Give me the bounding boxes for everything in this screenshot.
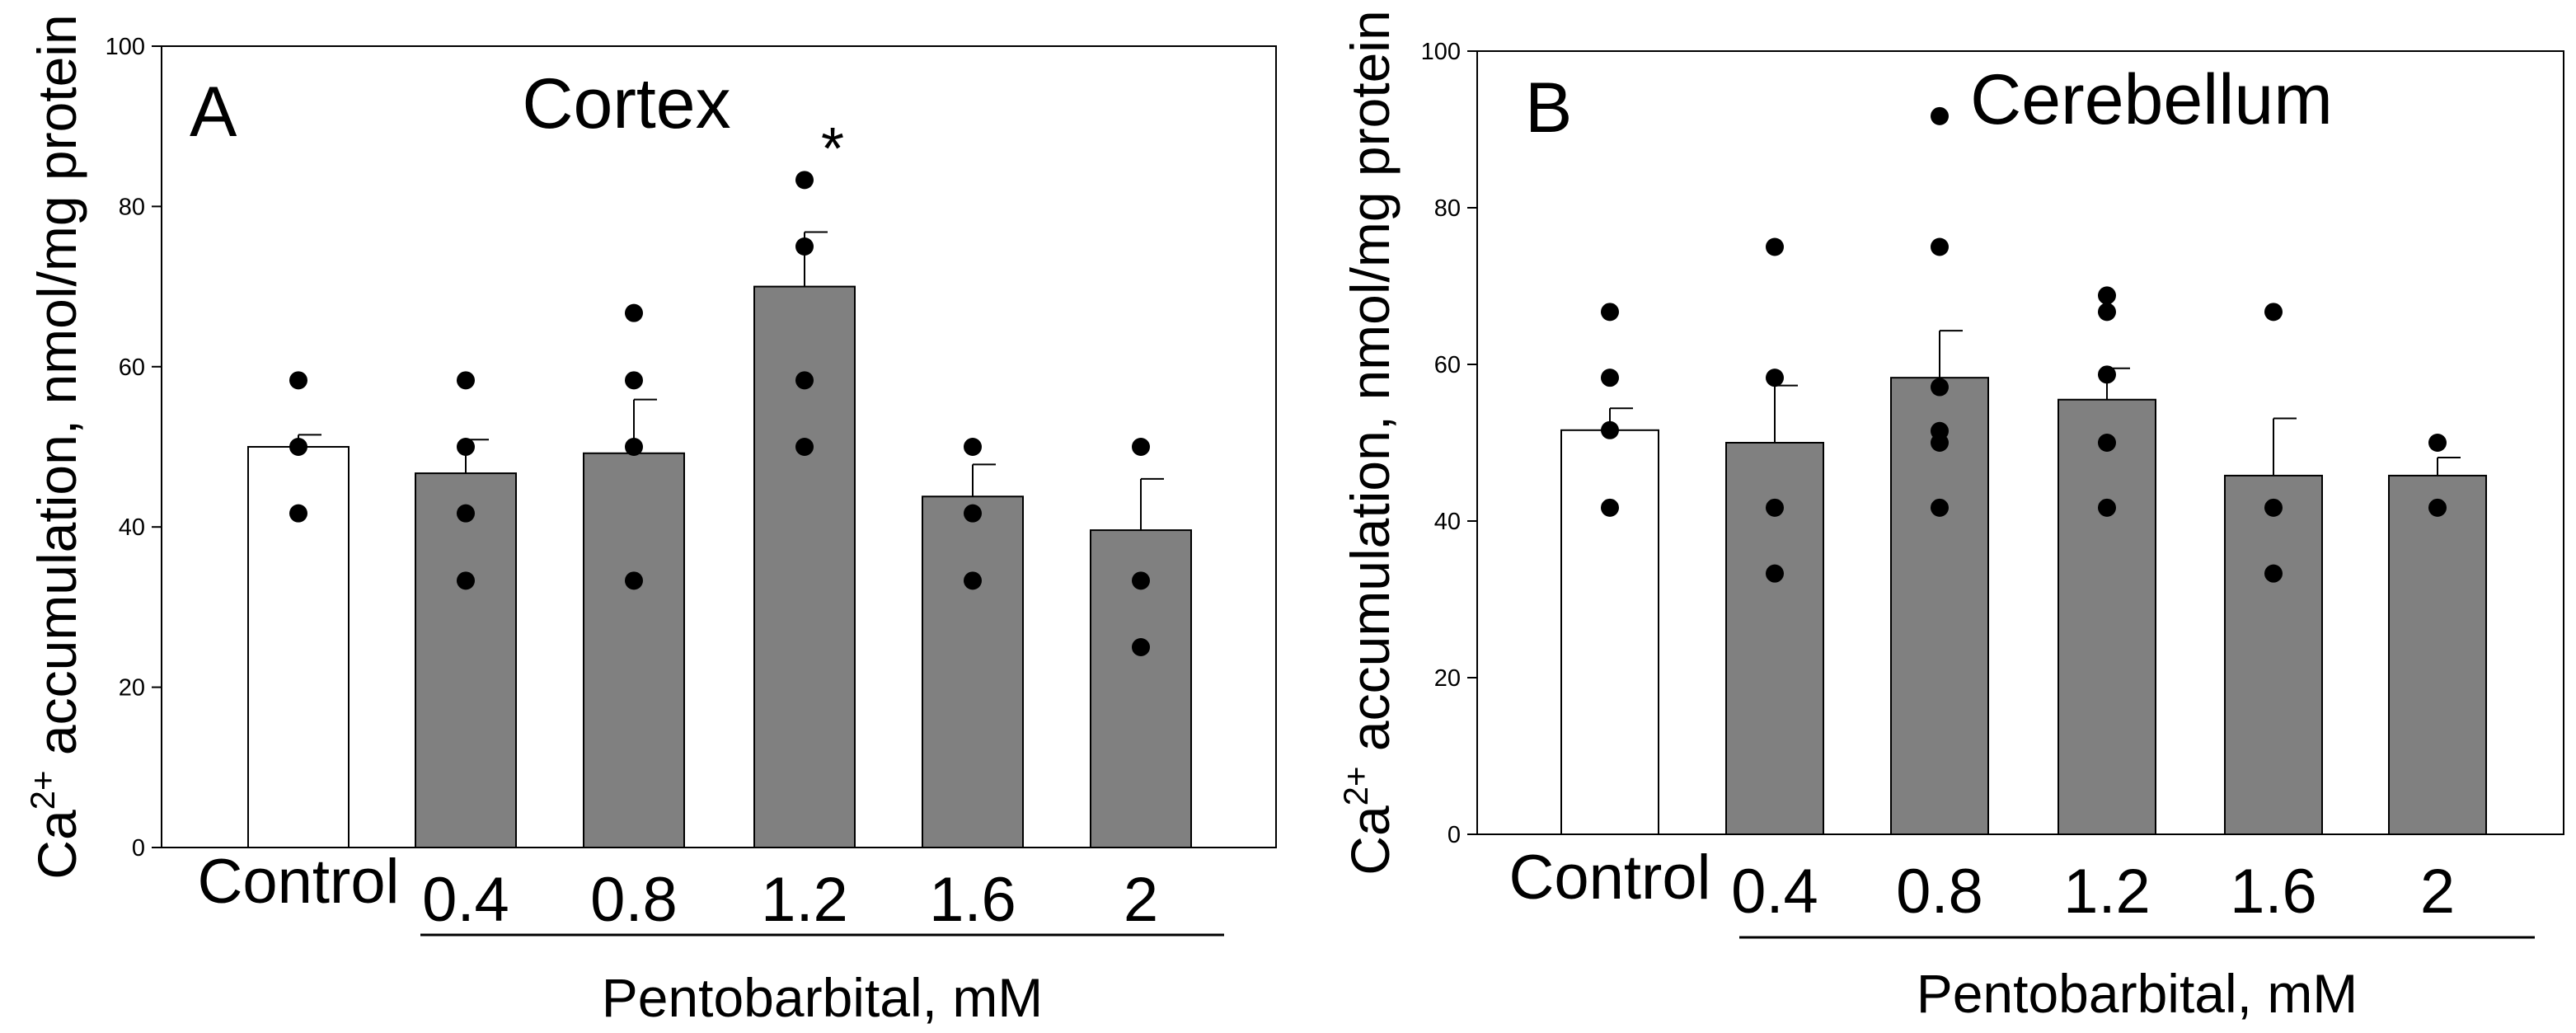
panel-b-data-point xyxy=(2428,434,2447,452)
panel-b-y-axis-title: Ca2+ accumulation, nmol/mg protein xyxy=(1336,10,1401,875)
panel-b-ytick-label: 0 xyxy=(1448,822,1461,848)
panel-b-data-point xyxy=(1766,237,1784,256)
panel-b-bar xyxy=(2224,474,2323,836)
panel-a-y-axis-title-sup: 2+ xyxy=(23,770,62,810)
panel-a-data-point xyxy=(625,438,643,456)
panel-a-ytick-label: 80 xyxy=(119,194,145,220)
panel-b-data-point xyxy=(1766,498,1784,517)
panel-a-y-axis-title-prefix: Ca xyxy=(26,810,87,880)
panel-a-data-point xyxy=(625,371,643,390)
panel-a-bar xyxy=(247,446,350,848)
panel-b-data-point xyxy=(2098,365,2116,384)
panel-b-data-point xyxy=(2098,303,2116,322)
panel-b-bar xyxy=(2388,474,2487,836)
panel-b-data-point xyxy=(2428,498,2447,517)
panel-b-plot-frame xyxy=(1476,50,2564,835)
panel-a-data-point xyxy=(795,438,814,456)
panel-a-bar xyxy=(583,452,685,848)
panel-a-data-point xyxy=(289,504,307,523)
panel-b-category-label: Control xyxy=(1509,843,1711,913)
panel-a-ytick-label: 0 xyxy=(132,835,145,862)
panel-a-data-point xyxy=(1132,638,1150,656)
panel-b-ytick-label: 80 xyxy=(1434,195,1461,222)
panel-b-category-label: 1.6 xyxy=(2230,857,2317,927)
panel-a-category-label: 2 xyxy=(1124,865,1158,935)
panel-a-category-label: 0.8 xyxy=(590,865,678,935)
panel-a-data-point xyxy=(795,237,814,256)
panel-a-y-axis-title-suffix: accumulation, nmol/mg protein xyxy=(26,14,87,770)
panel-a-data-point xyxy=(795,371,814,390)
panel-b-category-label: 0.4 xyxy=(1731,857,1818,927)
panel-b-data-point xyxy=(2264,498,2283,517)
panel-a-category-label: 1.2 xyxy=(761,865,848,935)
panel-a-bar xyxy=(415,472,517,848)
panel-a-plot-frame xyxy=(161,45,1277,848)
panel-a-category-label: 0.4 xyxy=(422,865,509,935)
panel-a-category-label: Control xyxy=(198,847,400,917)
panel-b-category-label: 2 xyxy=(2420,857,2455,927)
panel-a-data-point xyxy=(964,438,982,456)
panel-b-data-point xyxy=(2264,564,2283,583)
panel-b-ytick-label: 100 xyxy=(1421,39,1461,65)
panel-a-data-point xyxy=(457,571,475,590)
panel-b-data-point xyxy=(1601,420,1619,439)
panel-a-data-point xyxy=(964,504,982,523)
panel-a-data-point xyxy=(625,571,643,590)
panel-b-ytick-label: 20 xyxy=(1434,665,1461,692)
panel-b-group-label: Pentobarbital, mM xyxy=(1917,963,2358,1024)
panel-a-group-label: Pentobarbital, mM xyxy=(602,967,1044,1028)
panel-a-data-point xyxy=(964,571,982,590)
panel-a-ytick-label: 60 xyxy=(119,355,145,381)
panel-b-ytick-label: 40 xyxy=(1434,509,1461,535)
panel-b-data-point xyxy=(1931,434,1949,452)
panel-a-category-label: 1.6 xyxy=(929,865,1016,935)
panel-b-category-label: 0.8 xyxy=(1896,857,1983,927)
panel-a-significance-marker: * xyxy=(821,116,844,182)
panel-a-data-point xyxy=(289,438,307,456)
panel-b-bar xyxy=(1890,377,1989,835)
panel-b-data-point xyxy=(1601,303,1619,322)
panel-a-ytick-label: 40 xyxy=(119,514,145,541)
panel-a-ytick-label: 20 xyxy=(119,675,145,702)
panel-a-y-axis-title: Ca2+ accumulation, nmol/mg protein xyxy=(23,14,87,879)
panel-a-data-point xyxy=(1132,438,1150,456)
panel-a-data-point xyxy=(457,371,475,390)
panel-a-bar xyxy=(753,285,856,849)
panel-a-bar xyxy=(922,495,1024,848)
panel-a-data-point xyxy=(625,303,643,322)
panel-a-data-point xyxy=(289,371,307,390)
panel-b-data-point xyxy=(1601,498,1619,517)
panel-b-data-point xyxy=(1766,369,1784,387)
panel-b-bar xyxy=(2058,398,2156,835)
panel-b-data-point xyxy=(1931,498,1949,517)
panel-b-data-point xyxy=(1931,106,1949,125)
panel-b-y-axis-title-sup: 2+ xyxy=(1336,766,1375,805)
panel-b-ytick-label: 60 xyxy=(1434,352,1461,378)
panel-b-data-point xyxy=(1766,564,1784,583)
panel-a-data-point xyxy=(795,171,814,190)
panel-a-data-point xyxy=(1132,571,1150,590)
panel-b-data-point xyxy=(2098,498,2116,517)
panel-b-y-axis-title-suffix: accumulation, nmol/mg protein xyxy=(1340,10,1401,766)
panel-a-title: Cortex xyxy=(522,64,730,143)
panel-a-data-point xyxy=(457,438,475,456)
panel-b-data-point xyxy=(1601,369,1619,387)
panel-b-data-point xyxy=(2264,303,2283,322)
panel-b-title: Cerebellum xyxy=(1970,60,2333,139)
panel-a-letter: A xyxy=(190,73,237,152)
panel-b-y-axis-title-prefix: Ca xyxy=(1340,805,1401,876)
panel-a-data-point xyxy=(457,504,475,523)
panel-b-data-point xyxy=(2098,286,2116,305)
panel-b-bar xyxy=(1560,429,1659,835)
panel-b-data-point xyxy=(2098,434,2116,452)
panel-a-ytick-label: 100 xyxy=(106,34,145,60)
panel-b-category-label: 1.2 xyxy=(2063,857,2151,927)
panel-b-letter: B xyxy=(1525,68,1572,148)
panel-b-data-point xyxy=(1931,237,1949,256)
panel-b-data-point xyxy=(1931,378,1949,397)
